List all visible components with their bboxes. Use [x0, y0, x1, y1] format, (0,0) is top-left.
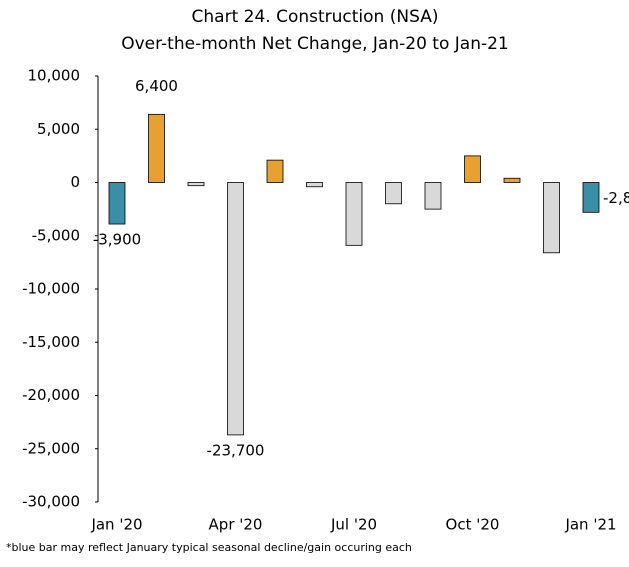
y-tick-label: 0 — [70, 173, 80, 191]
bar — [424, 182, 442, 210]
y-tick-label: 10,000 — [28, 67, 81, 85]
y-tick-label: -20,000 — [22, 386, 80, 404]
x-tick-label: Apr '20 — [209, 516, 263, 534]
x-tick-label: Jul '20 — [330, 516, 377, 534]
y-tick-label: -5,000 — [32, 226, 80, 244]
bar — [227, 182, 244, 436]
bar — [582, 182, 600, 213]
bar — [266, 159, 284, 183]
value-label: -3,900 — [93, 231, 141, 249]
bar — [543, 182, 560, 254]
bar — [148, 113, 165, 183]
y-tick-label: -30,000 — [22, 493, 80, 511]
bar — [503, 177, 521, 183]
bar — [464, 155, 481, 183]
footnote: *blue bar may reflect January typical se… — [6, 541, 412, 554]
value-label: -2,800 — [603, 189, 629, 207]
y-tick-label: -15,000 — [22, 333, 80, 351]
bar — [187, 182, 205, 187]
x-tick-label: Jan '21 — [564, 516, 616, 534]
chart-title: Chart 24. Construction (NSA) — [192, 7, 439, 27]
bar — [108, 182, 126, 225]
bar — [345, 182, 363, 246]
x-tick-label: Jan '20 — [90, 516, 142, 534]
value-label: -23,700 — [207, 441, 265, 459]
chart-subtitle: Over-the-month Net Change, Jan-20 to Jan… — [121, 34, 509, 54]
bar — [385, 182, 402, 205]
x-tick-label: Oct '20 — [446, 516, 500, 534]
bar — [306, 182, 323, 188]
y-tick-label: 5,000 — [37, 120, 80, 138]
value-label: 6,400 — [135, 77, 178, 95]
y-tick-label: -10,000 — [22, 280, 80, 298]
y-tick-label: -25,000 — [22, 439, 80, 457]
